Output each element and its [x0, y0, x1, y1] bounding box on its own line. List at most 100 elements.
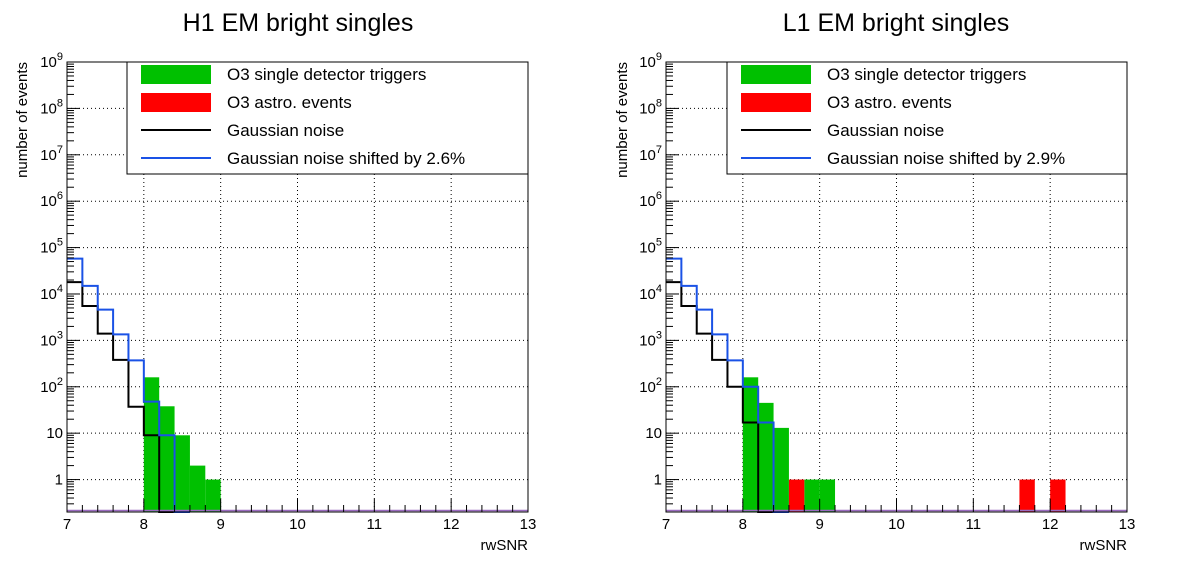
- legend-label: O3 astro. events: [827, 93, 952, 112]
- y-tick-exponent: 5: [57, 237, 63, 249]
- y-tick-label: 102: [40, 376, 63, 396]
- y-tick-label: 105: [639, 237, 662, 257]
- histogram-bar: [742, 377, 759, 512]
- y-tick-exponent: 2: [656, 376, 662, 388]
- y-tick-label: 108: [639, 97, 662, 117]
- y-tick-exponent: 3: [656, 329, 662, 341]
- y-tick-label: 10: [645, 425, 662, 442]
- y-tick-exponent: 5: [656, 237, 662, 249]
- y-tick-label: 103: [40, 329, 63, 349]
- y-tick-label: 104: [40, 283, 63, 303]
- y-tick-exponent: 9: [656, 51, 662, 63]
- histogram-bar: [773, 427, 789, 512]
- y-tick-label: 109: [40, 51, 63, 71]
- y-tick-base: 10: [639, 286, 656, 303]
- histogram-bar: [174, 435, 190, 512]
- y-tick-label: 105: [40, 237, 63, 257]
- histogram-bar: [143, 377, 160, 512]
- x-tick-label: 7: [662, 516, 670, 533]
- y-tick-base: 10: [639, 240, 656, 257]
- legend-label: Gaussian noise shifted by 2.6%: [227, 149, 465, 168]
- histogram-bar: [189, 465, 206, 512]
- y-tick-exponent: 2: [57, 376, 63, 388]
- y-tick-base: 10: [40, 100, 57, 117]
- histogram-bar: [804, 479, 820, 512]
- y-tick-base: 10: [639, 147, 656, 164]
- y-tick-exponent: 9: [57, 51, 63, 63]
- y-tick-label: 107: [40, 144, 63, 164]
- x-tick-label: 10: [289, 516, 306, 533]
- x-tick-label: 12: [443, 516, 460, 533]
- y-tick-exponent: 8: [57, 97, 63, 109]
- legend-label: Gaussian noise: [227, 121, 344, 140]
- y-tick-exponent: 7: [656, 144, 662, 156]
- y-axis-label: number of events: [14, 62, 31, 178]
- step-histogram-line: [666, 281, 774, 513]
- histogram-bar: [159, 406, 175, 512]
- y-tick-base: 10: [40, 286, 57, 303]
- step-histogram-line: [67, 281, 175, 513]
- x-axis-label: rwSNR: [481, 537, 529, 554]
- y-tick-base: 10: [639, 379, 656, 396]
- y-tick-exponent: 7: [57, 144, 63, 156]
- legend-label: O3 single detector triggers: [227, 65, 426, 84]
- histogram-bar: [819, 479, 836, 512]
- y-tick-exponent: 4: [57, 283, 63, 295]
- histogram-bar: [788, 479, 805, 512]
- y-tick-exponent: 6: [57, 190, 63, 202]
- y-tick-exponent: 8: [656, 97, 662, 109]
- y-tick-label: 103: [639, 329, 662, 349]
- x-tick-label: 9: [815, 516, 823, 533]
- x-tick-label: 7: [63, 516, 71, 533]
- x-tick-label: 10: [888, 516, 905, 533]
- step-histogram-line: [67, 257, 190, 513]
- step-histogram-line: [666, 257, 789, 513]
- y-tick-exponent: 6: [656, 190, 662, 202]
- y-tick-label: 106: [40, 190, 63, 210]
- y-tick-label: 104: [639, 283, 662, 303]
- y-tick-base: 10: [40, 379, 57, 396]
- legend: O3 single detector triggers O3 astro. eve…: [126, 61, 529, 175]
- x-axis-label: rwSNR: [1080, 537, 1128, 554]
- legend-label: O3 single detector triggers: [827, 65, 1026, 84]
- histogram-bar: [758, 402, 774, 512]
- x-tick-label: 11: [367, 516, 383, 533]
- legend-label: Gaussian noise: [827, 121, 944, 140]
- legend-swatch: [141, 93, 211, 112]
- y-tick-exponent: 4: [656, 283, 662, 295]
- y-tick-label: 10: [46, 425, 63, 442]
- y-tick-label: 106: [639, 190, 662, 210]
- y-tick-label: 109: [639, 51, 662, 71]
- y-tick-base: 10: [639, 54, 656, 71]
- y-tick-exponent: 3: [57, 329, 63, 341]
- y-tick-base: 10: [639, 100, 656, 117]
- legend-swatch: [741, 93, 811, 112]
- x-tick-label: 13: [1119, 516, 1136, 533]
- legend-label: Gaussian noise shifted by 2.9%: [827, 149, 1065, 168]
- histogram-bar: [1050, 479, 1066, 512]
- x-tick-label: 8: [739, 516, 747, 533]
- y-tick-label: 1: [654, 472, 662, 489]
- y-tick-label: 1: [55, 472, 63, 489]
- histogram-bar: [1019, 479, 1035, 512]
- x-tick-label: 12: [1042, 516, 1059, 533]
- legend-swatch: [141, 65, 211, 84]
- x-tick-label: 9: [216, 516, 224, 533]
- y-tick-base: 10: [40, 54, 57, 71]
- y-tick-base: 10: [40, 147, 57, 164]
- y-tick-base: 10: [639, 193, 656, 210]
- y-tick-base: 10: [40, 332, 57, 349]
- y-axis-label: number of events: [614, 62, 631, 178]
- histogram-bar: [205, 479, 221, 512]
- x-tick-label: 11: [966, 516, 982, 533]
- chart-title: L1 EM bright singles: [783, 9, 1010, 37]
- y-tick-label: 102: [639, 376, 662, 396]
- legend: O3 single detector triggers O3 astro. eve…: [726, 61, 1128, 175]
- chart-title: H1 EM bright singles: [183, 9, 414, 37]
- x-tick-label: 8: [140, 516, 148, 533]
- legend-swatch: [741, 65, 811, 84]
